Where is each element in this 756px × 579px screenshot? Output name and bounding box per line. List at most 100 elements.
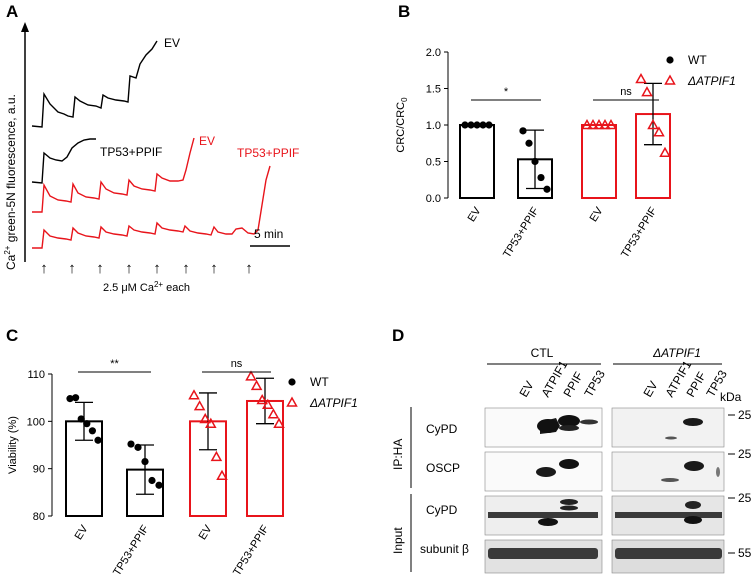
data-point — [659, 146, 671, 157]
data-point — [605, 118, 617, 130]
legend-label-wt: WT — [688, 53, 707, 67]
y-tick-label: 80 — [33, 511, 45, 523]
data-point — [525, 139, 533, 147]
addition-arrow: ↑ — [210, 260, 218, 277]
addition-arrow: ↑ — [68, 260, 76, 277]
category-label: EV — [466, 205, 484, 224]
mw-marker: 25 — [738, 491, 752, 505]
data-point — [216, 469, 228, 481]
legend-label-atpif1: ΔATPIF1 — [309, 396, 358, 410]
mw-marker: 25 — [738, 408, 752, 422]
legend-marker-atpif1 — [286, 396, 298, 407]
legend-marker-wt — [288, 378, 296, 386]
panel-a-y-axis-arrowhead — [21, 22, 29, 32]
data-point — [88, 427, 96, 435]
row-label-cypd-ip: CyPD — [426, 422, 458, 436]
data-point — [155, 481, 163, 489]
significance-label: * — [504, 86, 509, 98]
y-tick-label: 0.5 — [426, 157, 441, 169]
data-point — [479, 121, 487, 129]
data-point — [485, 121, 493, 129]
y-axis-label: CRC/CRC0 — [395, 97, 409, 153]
panel-letter-a: A — [6, 2, 19, 21]
addition-arrow: ↑ — [182, 260, 190, 277]
y-tick-label: 100 — [27, 416, 45, 428]
addition-arrow: ↑ — [125, 260, 133, 277]
panel-d-western-blot: CTL ΔATPIF1 EV ATPIF1 PPIF TP53 EV ATPIF… — [391, 346, 752, 574]
trace-black-tp53-ppif — [31, 138, 96, 184]
y-tick-label: 110 — [27, 369, 45, 381]
category-label: EV — [73, 523, 91, 542]
data-point — [193, 400, 206, 411]
trace-red-ev — [32, 137, 195, 213]
data-point — [641, 86, 653, 97]
data-point — [127, 440, 135, 448]
trace-label-black-ev: EV — [164, 36, 180, 50]
panel-letter-b: B — [398, 2, 411, 21]
category-label: EV — [197, 523, 215, 542]
significance-label: ns — [231, 358, 243, 370]
data-point — [245, 370, 257, 381]
category-label: EV — [588, 205, 606, 224]
data-point — [467, 121, 475, 129]
data-point — [653, 126, 665, 137]
group-label-atpif1: ΔATPIF1 — [652, 346, 701, 360]
mw-marker: 25 — [738, 447, 752, 461]
significance-label: ** — [110, 358, 119, 370]
section-label-ipha: IP:HA — [391, 439, 405, 470]
row-label-subunit-beta: subunit β — [420, 542, 469, 556]
data-point — [635, 72, 647, 84]
addition-arrow: ↑ — [245, 260, 253, 277]
data-point — [148, 476, 156, 485]
data-point — [66, 395, 74, 403]
trace-black-ev — [31, 40, 158, 128]
blot-oscp — [484, 451, 725, 492]
data-point — [77, 415, 85, 423]
data-point — [543, 185, 551, 193]
y-axis-label: Viability (%) — [7, 416, 19, 474]
data-point — [273, 417, 285, 428]
category-label: TP53+PPIF — [501, 205, 542, 260]
addition-arrow: ↑ — [96, 260, 104, 277]
section-label-input: Input — [391, 527, 405, 554]
addition-arrow: ↑ — [153, 260, 161, 277]
row-label-oscp: OSCP — [426, 461, 460, 475]
y-tick-label: 0.0 — [426, 193, 441, 205]
y-tick-label: 2.0 — [426, 47, 441, 59]
data-point — [205, 417, 217, 428]
panel-letter-c: C — [6, 326, 19, 345]
group-label-ctl: CTL — [531, 346, 554, 360]
addition-label: 2.5 μM Ca2+ each — [103, 280, 190, 294]
trace-red-tp53-ppif — [32, 165, 271, 249]
lane-label: EV — [516, 379, 536, 400]
data-point — [199, 412, 211, 424]
mw-marker: 55 — [738, 546, 752, 560]
kda-label: kDa — [720, 390, 742, 404]
blot-input-cypd — [484, 495, 725, 536]
data-point — [188, 389, 200, 400]
y-tick-label: 90 — [33, 464, 45, 476]
data-point — [593, 118, 605, 130]
data-point — [537, 173, 545, 182]
data-point — [461, 121, 469, 129]
category-label: TP53+PPIF — [231, 523, 272, 578]
data-point — [647, 118, 659, 130]
data-point — [581, 118, 593, 130]
panel-a-ylabel: Ca2+ green-5N fluorescence, a.u. — [3, 94, 18, 270]
data-point — [519, 127, 527, 135]
y-tick-label: 1.5 — [426, 84, 441, 96]
scale-bar-label: 5 min — [254, 227, 283, 241]
legend-label-wt: WT — [310, 375, 329, 389]
data-point — [210, 450, 223, 462]
data-point — [134, 443, 142, 451]
bar — [581, 124, 617, 199]
panel-a-traces: Ca2+ green-5N fluorescence, a.u. EV TP53… — [3, 22, 299, 294]
data-point — [262, 398, 274, 410]
panel-b-chart: 0.0 0.5 1.0 1.5 2.0 CRC/CRC0 EV TP53+PPIF EV TP53… — [395, 47, 736, 260]
lane-label: TP53 — [581, 367, 608, 399]
panel-letter-d: D — [392, 326, 405, 345]
trace-label-red-tp53-ppif: TP53+PPIF — [237, 146, 299, 160]
significance-label: ns — [620, 86, 632, 98]
legend-label-atpif1: ΔATPIF1 — [687, 74, 736, 88]
data-point — [473, 121, 481, 129]
